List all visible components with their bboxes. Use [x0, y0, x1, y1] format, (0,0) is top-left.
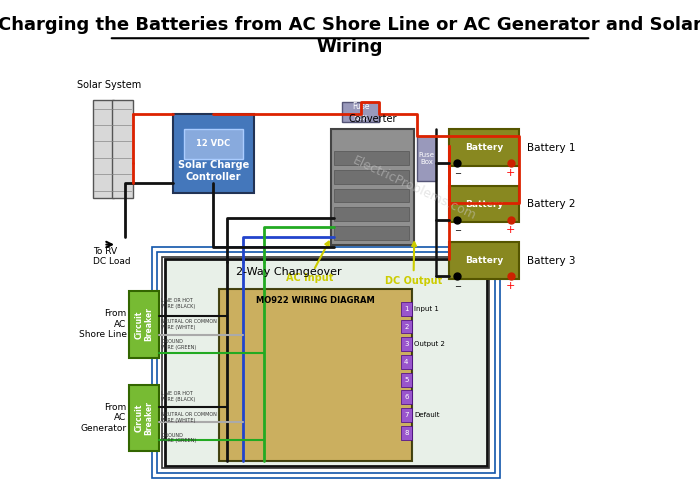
Text: 2: 2 — [404, 324, 409, 329]
Text: +: + — [506, 282, 515, 291]
Text: 4: 4 — [404, 359, 409, 365]
Text: Circuit
Breaker: Circuit Breaker — [134, 401, 154, 435]
FancyBboxPatch shape — [130, 291, 159, 358]
Text: 7: 7 — [404, 412, 409, 418]
Text: 2-Way Changeover: 2-Way Changeover — [236, 267, 341, 277]
Text: Output 2: Output 2 — [414, 341, 445, 347]
FancyBboxPatch shape — [401, 355, 412, 369]
FancyBboxPatch shape — [401, 426, 412, 440]
Text: 8: 8 — [404, 430, 409, 436]
Text: Default: Default — [414, 412, 440, 418]
FancyBboxPatch shape — [165, 259, 486, 465]
Text: Converter: Converter — [349, 114, 397, 124]
Text: GROUND
WIRE (GREEN): GROUND WIRE (GREEN) — [162, 433, 197, 444]
Text: ─: ─ — [455, 225, 460, 234]
Text: DC Output: DC Output — [385, 242, 442, 286]
Text: NEUTRAL OR COMMON
WIRE (WHITE): NEUTRAL OR COMMON WIRE (WHITE) — [162, 319, 217, 329]
Text: ElectricProblems.com: ElectricProblems.com — [351, 154, 478, 222]
FancyBboxPatch shape — [334, 151, 409, 165]
FancyBboxPatch shape — [449, 242, 519, 279]
FancyBboxPatch shape — [401, 408, 412, 422]
FancyBboxPatch shape — [184, 129, 243, 159]
FancyBboxPatch shape — [173, 115, 253, 193]
FancyBboxPatch shape — [130, 384, 159, 451]
FancyBboxPatch shape — [449, 186, 519, 222]
Text: GROUND
WIRE (GREEN): GROUND WIRE (GREEN) — [162, 339, 197, 350]
Text: +: + — [506, 225, 515, 235]
FancyBboxPatch shape — [334, 170, 409, 184]
Text: 3: 3 — [404, 341, 409, 347]
Text: NEUTRAL OR COMMON
WIRE (WHITE): NEUTRAL OR COMMON WIRE (WHITE) — [162, 412, 217, 423]
FancyBboxPatch shape — [401, 337, 412, 351]
Text: LINE OR HOT
WIRE (BLACK): LINE OR HOT WIRE (BLACK) — [162, 391, 195, 402]
Text: LINE OR HOT
WIRE (BLACK): LINE OR HOT WIRE (BLACK) — [162, 298, 195, 309]
Text: To RV
DC Load: To RV DC Load — [93, 247, 130, 266]
Text: Circuit
Breaker: Circuit Breaker — [134, 307, 154, 341]
FancyBboxPatch shape — [334, 189, 409, 203]
Text: 1: 1 — [404, 306, 409, 312]
Text: 12 VDC: 12 VDC — [196, 139, 230, 148]
Text: Solar System: Solar System — [77, 80, 141, 90]
Text: ─: ─ — [455, 168, 460, 177]
Text: Solar Charge
Controller: Solar Charge Controller — [178, 160, 249, 182]
FancyBboxPatch shape — [111, 100, 133, 198]
Text: AC Input: AC Input — [286, 242, 333, 284]
Text: ─: ─ — [455, 282, 460, 290]
FancyBboxPatch shape — [401, 390, 412, 404]
Text: Battery 2: Battery 2 — [527, 199, 575, 209]
Text: Battery: Battery — [465, 256, 503, 265]
Text: Charging the Batteries from AC Shore Line or AC Generator and Solar
Wiring: Charging the Batteries from AC Shore Lin… — [0, 16, 700, 56]
Text: 6: 6 — [404, 394, 409, 400]
FancyBboxPatch shape — [93, 100, 114, 198]
FancyBboxPatch shape — [401, 373, 412, 386]
FancyBboxPatch shape — [334, 226, 409, 240]
FancyBboxPatch shape — [401, 320, 412, 333]
FancyBboxPatch shape — [334, 207, 409, 221]
Text: Battery 3: Battery 3 — [527, 255, 575, 265]
Text: Battery 1: Battery 1 — [527, 143, 575, 153]
Text: From
AC
Generator: From AC Generator — [80, 403, 127, 433]
FancyBboxPatch shape — [342, 102, 379, 122]
Text: Battery: Battery — [465, 200, 503, 208]
FancyBboxPatch shape — [417, 136, 435, 181]
Text: Fuse
Box: Fuse Box — [419, 152, 435, 165]
FancyBboxPatch shape — [218, 289, 412, 461]
FancyBboxPatch shape — [331, 129, 414, 245]
Text: Battery: Battery — [465, 143, 503, 152]
FancyBboxPatch shape — [401, 302, 412, 316]
Text: +: + — [506, 168, 515, 178]
Text: Fuse
Box: Fuse Box — [352, 102, 370, 122]
Text: 5: 5 — [404, 376, 409, 383]
Text: MO922 WIRING DIAGRAM: MO922 WIRING DIAGRAM — [256, 296, 374, 305]
Text: Input 1: Input 1 — [414, 306, 439, 312]
FancyBboxPatch shape — [449, 129, 519, 166]
Text: From
AC
Shore Line: From AC Shore Line — [78, 309, 127, 339]
